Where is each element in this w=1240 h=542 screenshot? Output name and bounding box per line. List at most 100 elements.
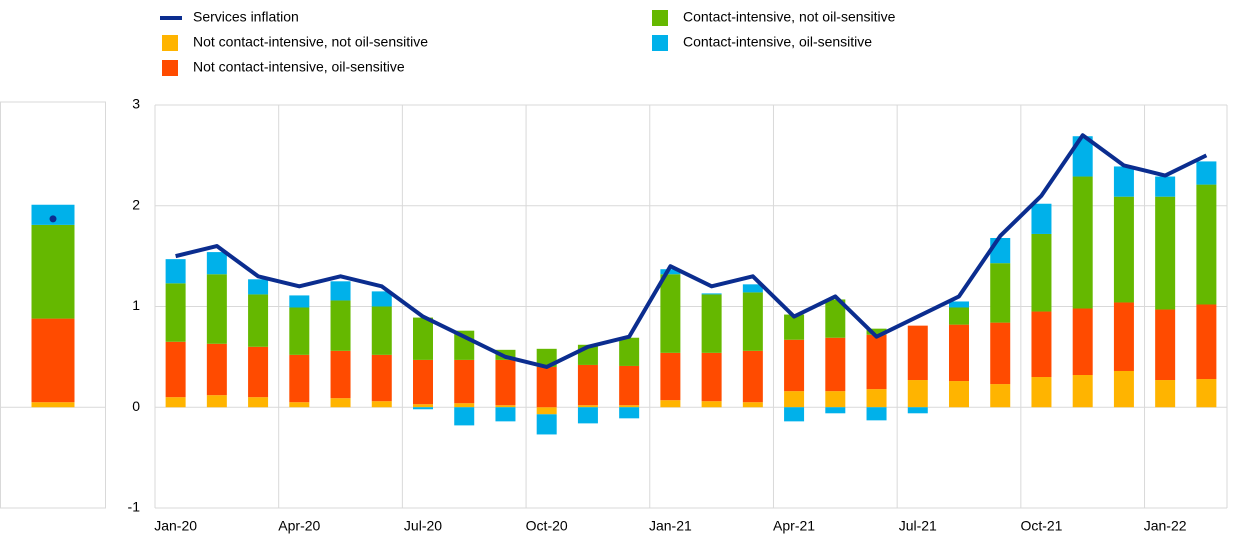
bar-segment [1031, 377, 1052, 408]
legend-label: Not contact-intensive, oil-sensitive [193, 59, 405, 75]
bar-segment [1072, 308, 1093, 376]
bar-segment [742, 402, 763, 408]
bar-segment [619, 407, 640, 419]
bar-segment [165, 283, 186, 342]
bar-segment [1031, 233, 1052, 312]
bar-segment [742, 292, 763, 351]
x-tick-label: Jul-20 [404, 518, 442, 534]
bar-segment [742, 350, 763, 403]
x-tick-label: Apr-21 [773, 518, 815, 534]
bar-segment [454, 407, 475, 426]
bar-segment [1155, 309, 1176, 381]
bar-segment [330, 398, 351, 408]
bar-segment [742, 284, 763, 293]
bar-segment [577, 407, 598, 424]
bar-segment [660, 352, 681, 401]
bar-segment [248, 346, 269, 398]
bar-segment [701, 401, 722, 408]
y-tick-label: -1 [128, 499, 141, 515]
bar-segment [825, 407, 846, 414]
bar-segment [495, 407, 516, 422]
bar-segment [495, 405, 516, 408]
bar-segment [1113, 166, 1134, 197]
bar-segment [454, 359, 475, 404]
bar-segment [1196, 379, 1217, 408]
bar-segment [206, 343, 227, 396]
bar-segment [413, 407, 433, 410]
bar-segment [1072, 375, 1093, 408]
bar-segment [866, 328, 887, 335]
bar-segment [206, 252, 227, 275]
x-tick-label: Jan-21 [649, 518, 692, 534]
bar-segment [825, 299, 846, 338]
bar-segment [784, 314, 805, 340]
bar-segment [31, 224, 75, 319]
bar-segment [289, 402, 310, 408]
bar-segment [784, 391, 805, 408]
bar-segment [1031, 203, 1052, 234]
bar-segment [371, 291, 392, 307]
bar-segment [536, 414, 557, 435]
bar-segment [825, 337, 846, 392]
bar-segment [990, 384, 1011, 408]
bar-segment [1155, 176, 1176, 197]
bar-segment [495, 359, 516, 406]
bar-segment [289, 295, 310, 308]
bar-segment [1196, 304, 1217, 380]
bar-segment [1113, 302, 1134, 371]
y-tick-label: 3 [132, 96, 140, 112]
bar-segment [907, 380, 928, 408]
x-tick-label: Jan-20 [154, 518, 197, 534]
x-tick-label: Oct-21 [1020, 518, 1062, 534]
bar-segment [413, 359, 433, 405]
bar-segment [289, 307, 310, 355]
legend-label: Contact-intensive, not oil-sensitive [683, 9, 896, 25]
bar-segment [248, 397, 269, 408]
bar-segment [1196, 161, 1217, 185]
bar-segment [248, 279, 269, 295]
bar-segment [371, 401, 392, 408]
panel-frame [0, 101, 106, 509]
bar-segment [1072, 176, 1093, 309]
x-tick-label: Oct-20 [526, 518, 568, 534]
bar-segment [949, 301, 969, 308]
bar-segment [454, 403, 475, 408]
line [175, 133, 1208, 369]
legend-swatch [162, 35, 178, 51]
bar-segment [619, 337, 640, 366]
bar-segment [577, 405, 598, 408]
bar-segment [701, 294, 722, 353]
bar-segment [371, 306, 392, 355]
bar-segment [248, 294, 269, 347]
bar-segment [784, 407, 805, 422]
bar-segment [866, 389, 887, 408]
bar-segment [330, 350, 351, 399]
bar-segment [536, 407, 557, 415]
bar-segment [660, 274, 681, 353]
bar-segment [1155, 380, 1176, 408]
bar-segment [990, 322, 1011, 385]
bar-segment [31, 402, 75, 408]
bar-segment [1155, 196, 1176, 310]
bar-segment [701, 293, 722, 295]
bar-segment [619, 405, 640, 408]
x-tick-label: Jan-22 [1144, 518, 1187, 534]
bar-segment [413, 404, 433, 408]
bar-segment [949, 381, 969, 408]
legend-swatch [652, 35, 668, 51]
bar-segment [990, 237, 1011, 264]
bar-segment [949, 307, 969, 325]
bar-segment [990, 263, 1011, 323]
bar-segment [413, 317, 433, 360]
bar-segment [31, 318, 75, 403]
bar-segment [1113, 196, 1134, 303]
bar-segment [206, 395, 227, 408]
bar-segment [1196, 184, 1217, 305]
x-tick-label: Jul-21 [899, 518, 937, 534]
bar-segment [289, 354, 310, 403]
bar-segment [165, 341, 186, 398]
legend-label: Not contact-intensive, not oil-sensitive [193, 34, 428, 50]
bar-segment [866, 334, 887, 390]
bar-segment [1113, 370, 1134, 408]
